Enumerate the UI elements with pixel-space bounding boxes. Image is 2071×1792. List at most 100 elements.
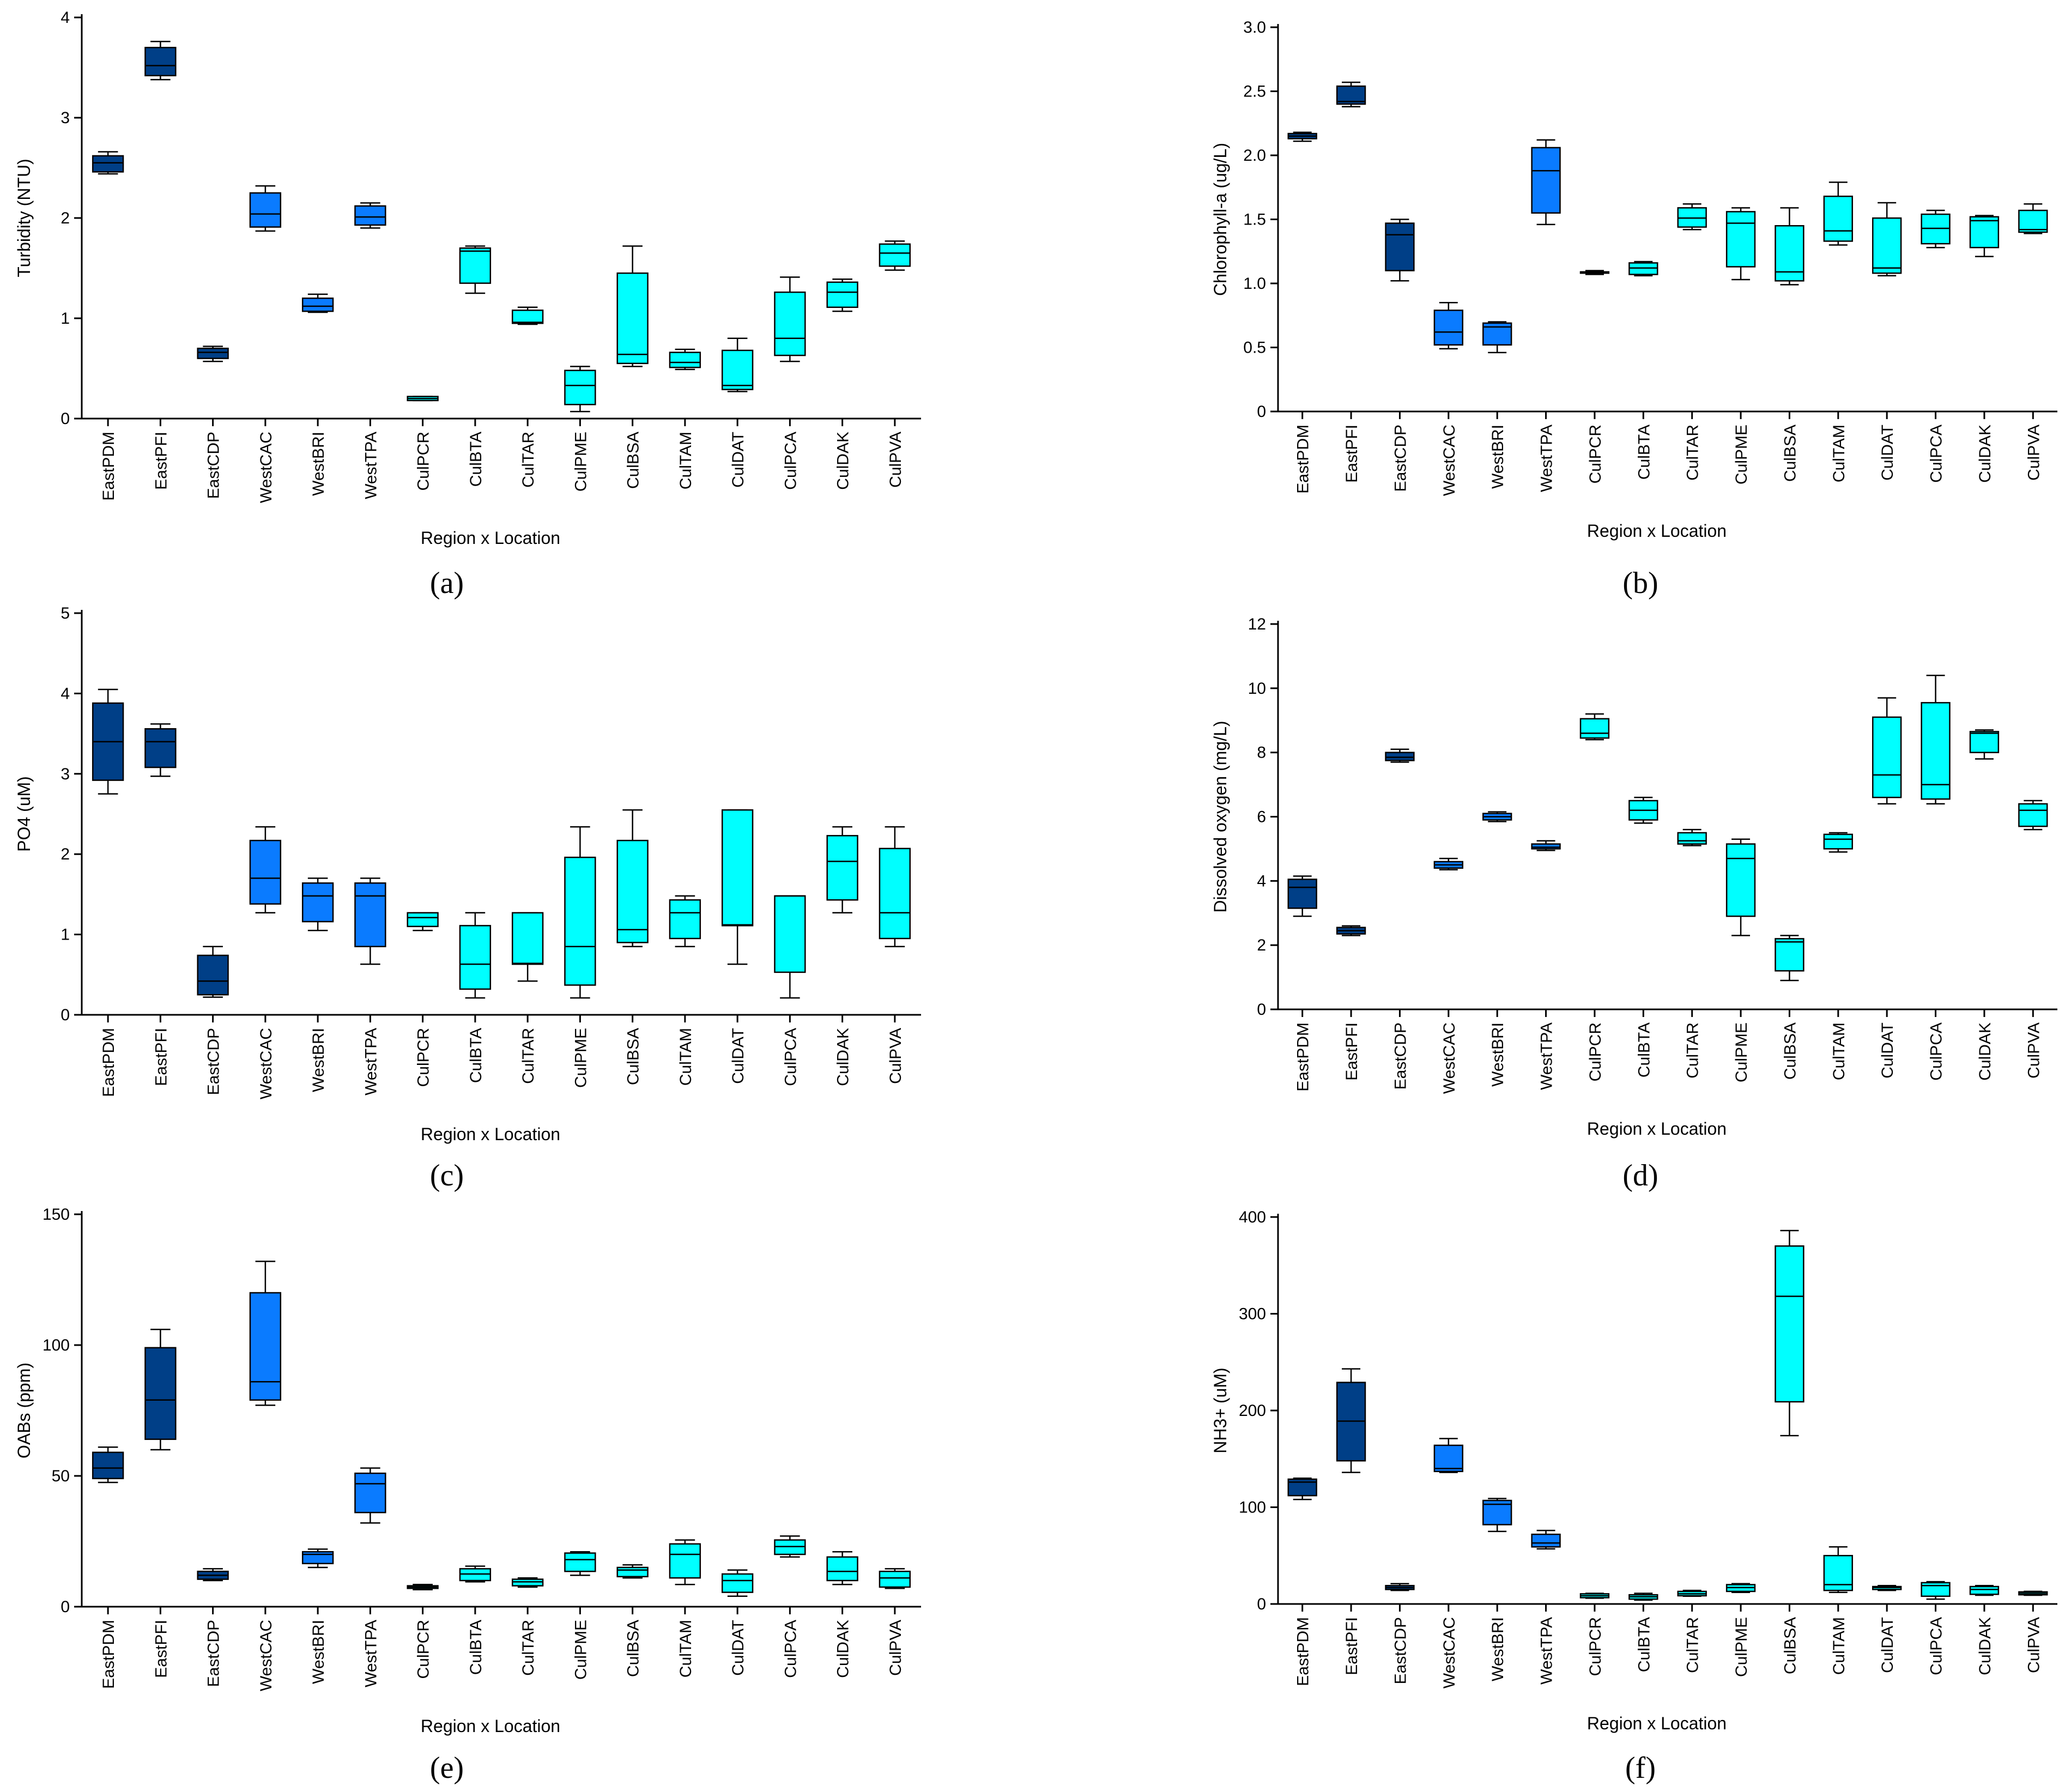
- x-axis-title: Region x Location: [421, 1716, 560, 1736]
- x-tick-label: CulBTA: [467, 1028, 485, 1083]
- box-WestCAC: [249, 1261, 282, 1406]
- box-WestTPA: [354, 1467, 386, 1524]
- box-EastPFI: [1336, 81, 1366, 107]
- box-iqr: [1725, 843, 1756, 917]
- box-iqr: [301, 297, 334, 312]
- box-CulBTA: [459, 245, 492, 294]
- x-tick-label: EastCDP: [1391, 1617, 1409, 1684]
- box-CulTAM: [669, 1539, 701, 1585]
- x-tick-label: CulPME: [1733, 425, 1751, 485]
- box-iqr: [669, 352, 701, 368]
- box-WestCAC: [249, 185, 282, 232]
- x-tick-label: WestBRI: [310, 1620, 328, 1684]
- box-CulPVA: [2018, 800, 2048, 831]
- y-tick-label: 2.0: [1243, 147, 1266, 165]
- y-axis-title: OABs (ppm): [14, 1363, 34, 1458]
- x-tick-label: CulDAK: [834, 1620, 852, 1678]
- box-iqr: [144, 728, 177, 768]
- box-iqr: [2018, 803, 2048, 827]
- x-tick-label: CulPVA: [887, 1028, 905, 1084]
- box-iqr: [2018, 209, 2048, 233]
- box-iqr: [354, 205, 386, 226]
- box-iqr: [669, 899, 701, 940]
- box-iqr: [1823, 833, 1853, 850]
- x-tick-label: CulTAR: [519, 1028, 537, 1084]
- box-EastPFI: [144, 40, 177, 81]
- x-tick-label: WestTPA: [1538, 1617, 1556, 1685]
- box-CulDAT: [1872, 202, 1902, 277]
- x-tick-label: WestBRI: [1489, 425, 1507, 489]
- x-tick-label: WestBRI: [1489, 1617, 1507, 1681]
- box-iqr: [301, 1551, 334, 1565]
- x-tick-label: EastPDM: [1294, 425, 1312, 494]
- box-iqr: [1775, 225, 1804, 282]
- y-tick-label: 0: [1257, 1595, 1266, 1613]
- box-iqr: [249, 1292, 282, 1401]
- box-iqr: [616, 272, 649, 365]
- box-iqr: [1287, 879, 1317, 909]
- box-WestTPA: [1531, 139, 1561, 226]
- chart-panel-f: 0 100 200 300 400 EastPDM EastPFI EastCDP WestCA…: [1210, 1208, 2057, 1785]
- box-WestCAC: [1433, 302, 1463, 350]
- x-tick-label: EastCDP: [205, 1028, 223, 1095]
- box-CulTAR: [511, 912, 544, 982]
- y-tick-label: 3: [60, 765, 70, 783]
- box-EastCDP: [197, 1568, 229, 1582]
- x-tick-label: WestCAC: [1440, 1617, 1458, 1688]
- x-tick-label: EastCDP: [205, 432, 223, 499]
- box-CulPCR: [1579, 270, 1610, 275]
- x-axis-title: Region x Location: [1587, 521, 1727, 541]
- box-iqr: [92, 1451, 124, 1480]
- box-WestTPA: [1531, 840, 1561, 851]
- box-WestBRI: [1482, 1498, 1512, 1533]
- box-iqr: [1433, 1444, 1463, 1473]
- box-CulTAM: [669, 895, 701, 947]
- box-iqr: [1531, 843, 1561, 850]
- x-axis-title: Region x Location: [1587, 1119, 1727, 1139]
- x-tick-label: CulPCA: [1928, 1617, 1946, 1675]
- box-WestBRI: [301, 1548, 334, 1569]
- box-CulTAM: [1823, 1546, 1853, 1593]
- x-tick-label: EastCDP: [1391, 425, 1409, 492]
- x-tick-label: CulDAK: [834, 432, 852, 490]
- y-axis-title: NH3+ (uM): [1210, 1367, 1230, 1453]
- y-tick-label: 0: [60, 1598, 70, 1616]
- box-CulPCR: [1579, 1593, 1610, 1599]
- x-tick-label: CulPME: [572, 1028, 590, 1088]
- y-tick-label: 150: [43, 1206, 70, 1224]
- box-CulPCR: [407, 396, 439, 402]
- chart-panel-a: 0 1 2 3 4 EastPDM EastPFI EastCDP WestCAC WestBRI…: [14, 9, 921, 600]
- box-EastPDM: [92, 151, 124, 175]
- box-CulBSA: [1775, 207, 1804, 286]
- x-tick-label: WestCAC: [1440, 425, 1458, 496]
- chart-panel-c: 0 1 2 3 4 5 EastPDM EastPFI EastCDP WestCAC WestBR…: [14, 604, 921, 1192]
- box-WestBRI: [301, 877, 334, 931]
- x-tick-label: CulBSA: [625, 1028, 643, 1085]
- box-CulDAT: [721, 1569, 754, 1597]
- x-tick-label: EastPDM: [1294, 1022, 1312, 1092]
- y-tick-label: 2.5: [1243, 83, 1266, 101]
- x-tick-label: CulTAR: [1684, 1022, 1702, 1079]
- x-tick-label: WestTPA: [362, 432, 380, 499]
- box-CulTAM: [1823, 832, 1853, 853]
- box-CulPCA: [1921, 675, 1951, 805]
- box-CulTAR: [1677, 203, 1707, 231]
- y-tick-label: 8: [1257, 744, 1266, 762]
- x-tick-label: CulPCA: [782, 1028, 800, 1086]
- box-CulPCR: [407, 912, 439, 931]
- box-EastCDP: [1385, 748, 1415, 763]
- box-CulPCA: [774, 276, 806, 362]
- box-CulTAR: [1677, 828, 1707, 846]
- x-tick-label: CulPCR: [1586, 425, 1604, 483]
- y-tick-label: 1.0: [1243, 275, 1266, 293]
- chart-panel-e: 0 50 100 150 EastPDM EastPFI EastCDP WestCAC Wes…: [14, 1206, 921, 1785]
- box-CulPME: [564, 826, 596, 999]
- box-iqr: [92, 155, 124, 173]
- x-tick-label: CulPVA: [2025, 1617, 2043, 1673]
- x-tick-label: CulDAT: [729, 1028, 747, 1084]
- box-iqr: [616, 1566, 649, 1578]
- box-iqr: [1775, 938, 1804, 972]
- box-CulPVA: [879, 826, 911, 947]
- x-tick-label: WestCAC: [1440, 1022, 1458, 1094]
- box-CulPME: [1725, 207, 1756, 281]
